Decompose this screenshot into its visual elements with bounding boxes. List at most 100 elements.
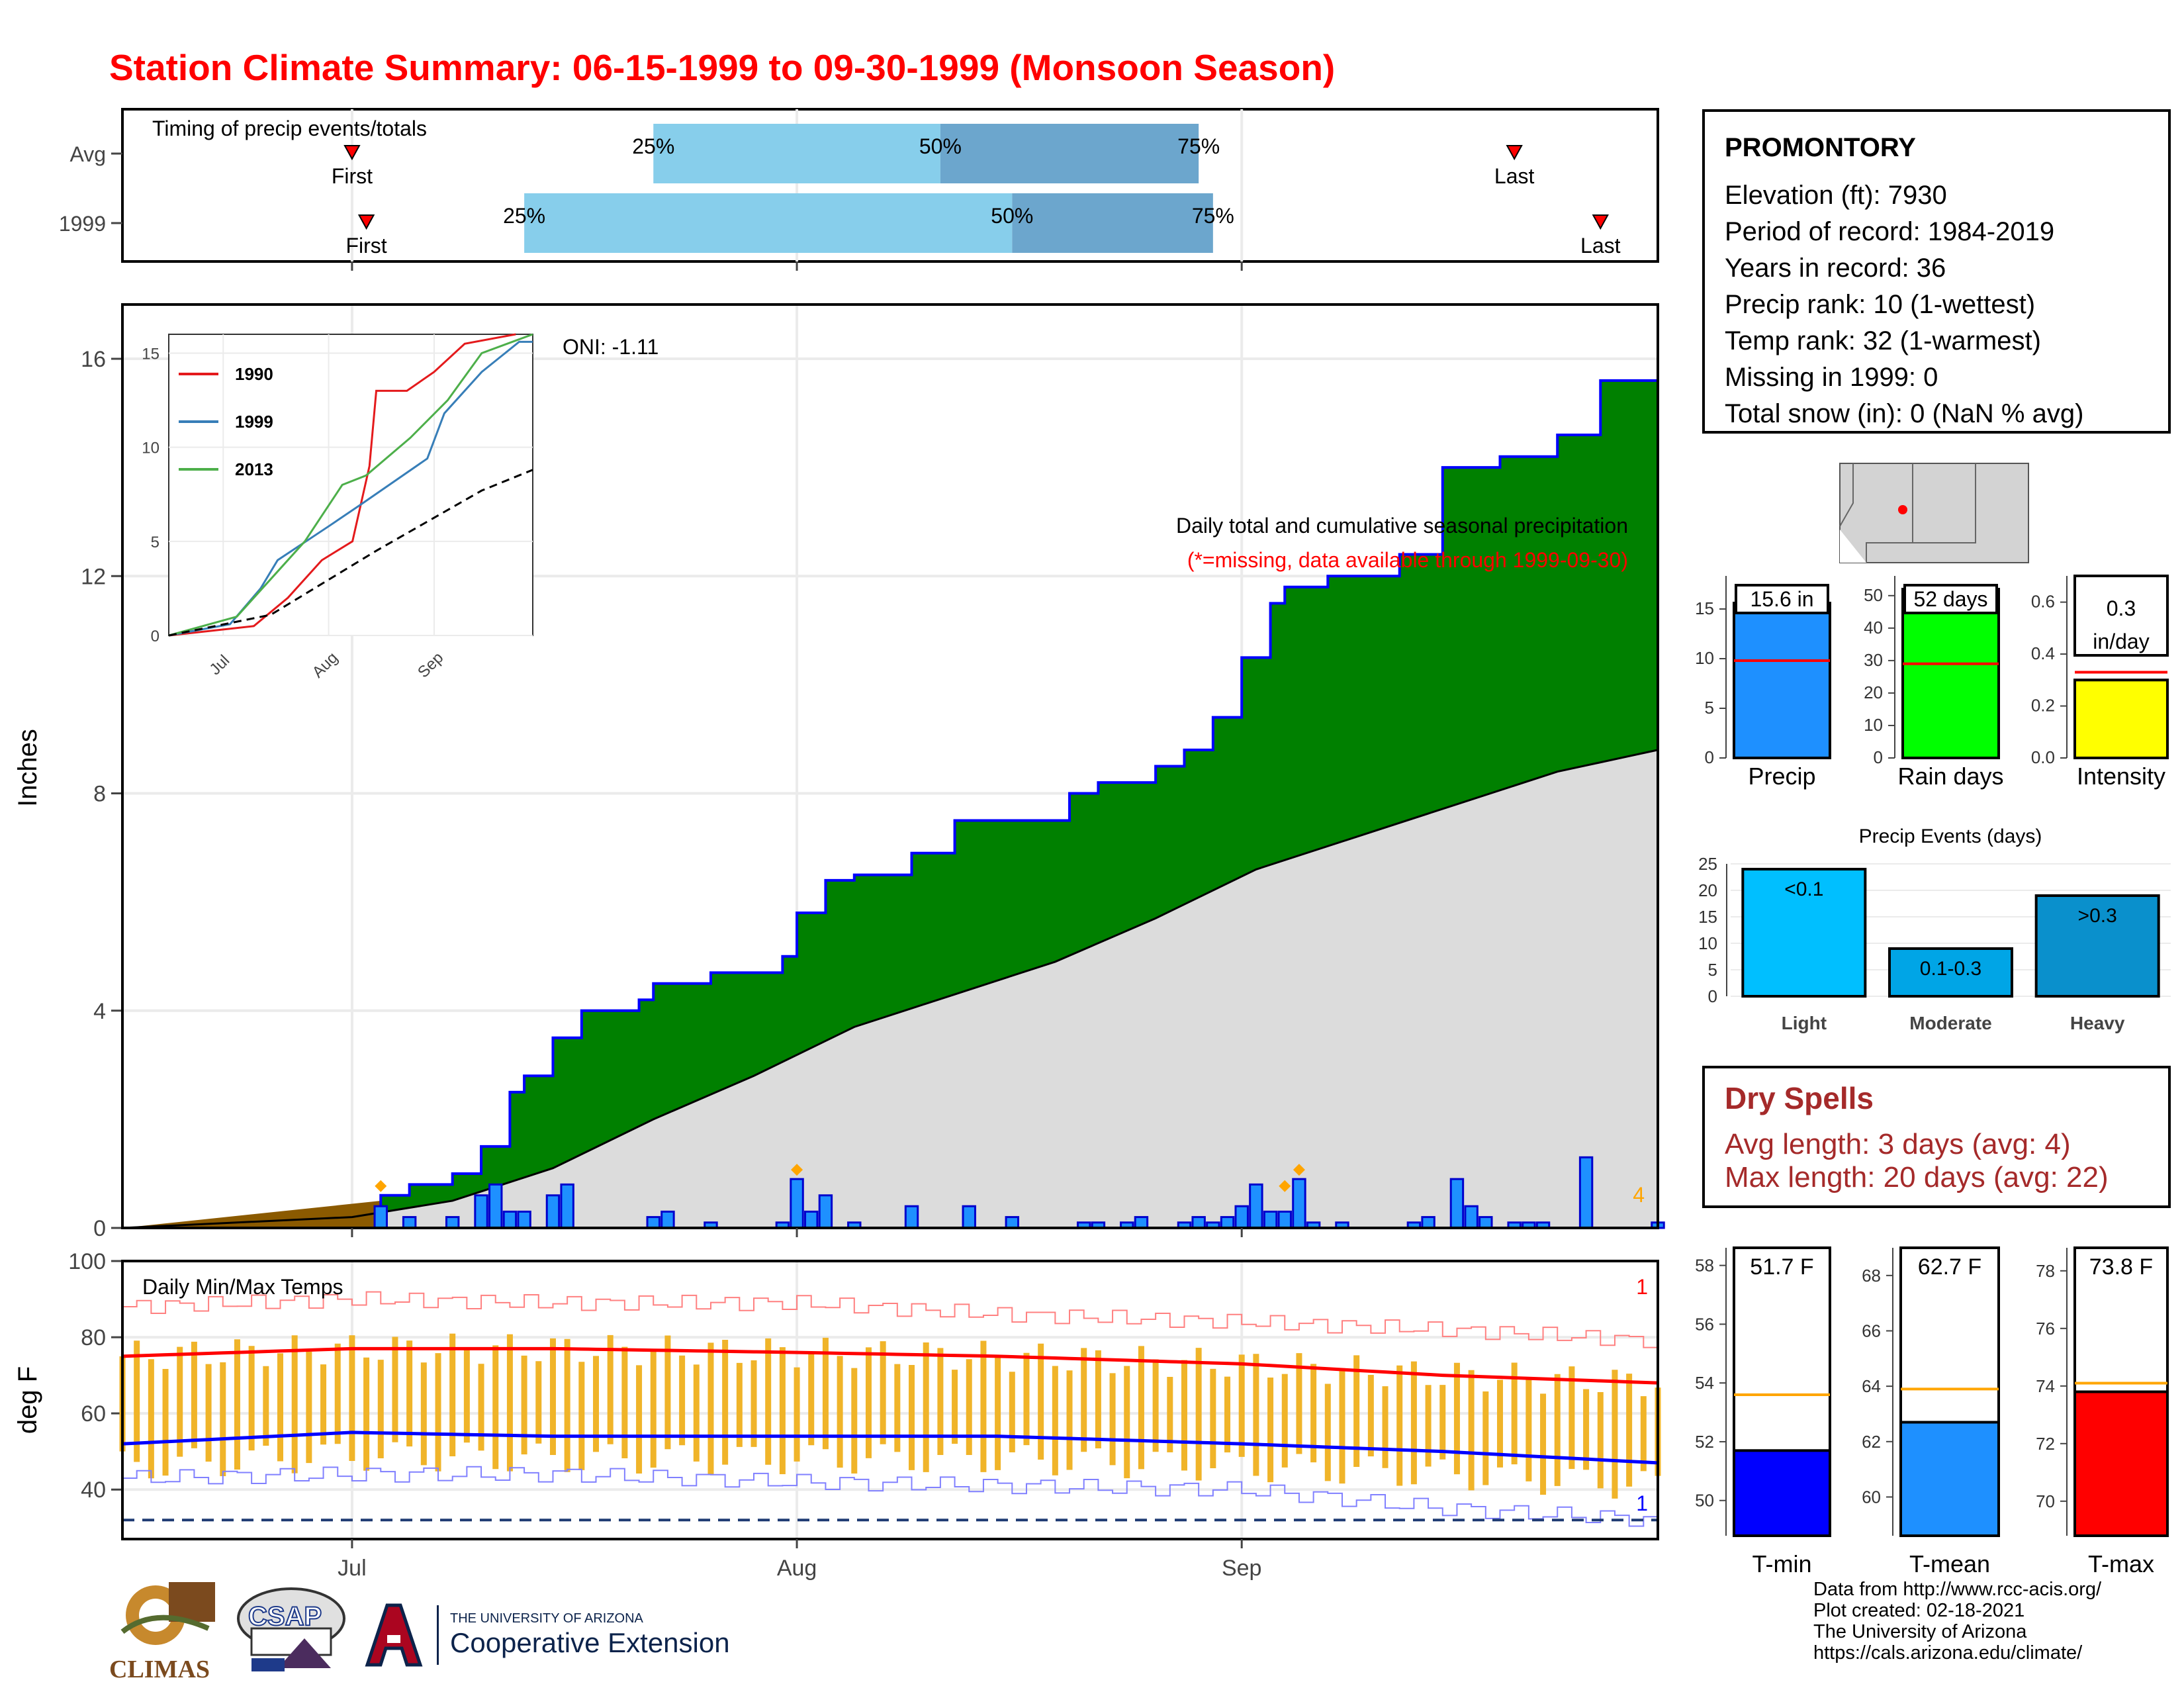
- oni-label: ONI: -1.11: [563, 335, 659, 359]
- temp-summary-value-bar: [1733, 1449, 1831, 1537]
- temp-y-tick-label: 100: [68, 1249, 106, 1274]
- inset-series-line: [168, 333, 533, 637]
- precip-average-area: [122, 749, 1658, 1228]
- precip-preseason-area: [122, 1200, 381, 1228]
- timing-q50-label: 50%: [991, 204, 1033, 228]
- daily-precip-bar: [804, 1210, 819, 1229]
- ua-big-text: Cooperative Extension: [450, 1627, 730, 1658]
- precip-panel-frame: [121, 303, 1659, 1229]
- locator-map-border: [1913, 463, 1976, 543]
- inset-legend-label: 1999: [235, 412, 273, 432]
- footer-url: https://cals.arizona.edu/climate/: [1813, 1642, 2083, 1664]
- footer-plot-created: Plot created: 02-18-2021: [1813, 1600, 2025, 1621]
- summary-y-tick-label: 10: [1864, 715, 1883, 735]
- summary-value-bar: [2073, 679, 2169, 760]
- timing-last-marker: [1592, 214, 1609, 230]
- events-bar-label: 0.1-0.3: [1920, 958, 1981, 980]
- temp-average-min-line: [122, 1430, 1659, 1465]
- temp-summary-y-tick-label: 70: [2036, 1491, 2055, 1511]
- temp-record-count-low: 1: [1636, 1491, 1648, 1515]
- temp-record-low-line: [122, 1466, 1659, 1527]
- summary-label-box: [1903, 584, 1998, 614]
- temp-x-tick-label: Jul: [338, 1556, 366, 1581]
- daily-precip-bar: [818, 1194, 833, 1229]
- ua-small-text: THE UNIVERSITY OF ARIZONA: [450, 1611, 643, 1626]
- timing-row-label: 1999: [59, 212, 106, 236]
- ua-a-icon: [365, 1603, 423, 1667]
- dry-spells-max: Max length: 20 days (avg: 22): [1725, 1161, 2109, 1194]
- daily-precip-bar: [560, 1183, 574, 1229]
- temp-summary-y-tick-label: 64: [1862, 1376, 1881, 1396]
- daily-precip-bar: [1464, 1205, 1479, 1229]
- summary-label-box: [1735, 584, 1829, 614]
- daily-precip-bar: [1421, 1216, 1435, 1229]
- temp-summary-y-tick-label: 60: [1862, 1487, 1881, 1507]
- timing-last-label: Last: [1494, 164, 1535, 188]
- temp-record-count-high: 1: [1636, 1275, 1648, 1299]
- daily-precip-bar: [1234, 1205, 1249, 1229]
- inset-frame: [168, 334, 533, 636]
- daily-precip-bar: [1005, 1216, 1020, 1229]
- daily-precip-bar: [1249, 1183, 1263, 1229]
- temp-summary-value-label: 51.7 F: [1750, 1254, 1813, 1280]
- summary-y-tick-label: 0.0: [2031, 747, 2055, 767]
- inset-y-tick-label: 5: [151, 534, 159, 551]
- summary-y-tick-label: 0: [1705, 747, 1714, 767]
- daily-precip-bar: [1220, 1216, 1235, 1229]
- timing-row-label: Avg: [69, 142, 106, 166]
- summary-value-unit: in/day: [2093, 630, 2149, 653]
- csap-cloud-icon: [237, 1587, 345, 1671]
- station-period: Period of record: 1984-2019: [1725, 217, 2055, 246]
- events-bar-label: >0.3: [2078, 905, 2117, 927]
- precip-marker-diamond: [1279, 1180, 1291, 1192]
- daily-precip-bar: [1449, 1178, 1465, 1229]
- precip-y-tick-label: 4: [93, 999, 106, 1024]
- summary-y-tick-label: 0.2: [2031, 696, 2055, 716]
- station-name: PROMONTORY: [1725, 133, 1916, 162]
- temp-summary-y-tick-label: 56: [1695, 1314, 1714, 1334]
- temp-summary-y-tick-label: 58: [1695, 1256, 1714, 1276]
- temp-record-high-line: [122, 1291, 1659, 1348]
- daily-precip-bar: [1578, 1156, 1594, 1229]
- events-y-tick-label: 25: [1698, 854, 1717, 874]
- precip-average-line: [122, 749, 1659, 1229]
- timing-last-label: Last: [1580, 234, 1621, 258]
- station-precip-rank: Precip rank: 10 (1-wettest): [1725, 290, 2036, 319]
- climas-emblem-icon: [120, 1582, 215, 1645]
- locator-map-sea: [1840, 530, 1866, 563]
- timing-q50-75-bar: [940, 124, 1199, 183]
- events-y-tick-label: 0: [1708, 986, 1717, 1006]
- summary-label-box: [2073, 575, 2169, 657]
- events-y-tick-label: 5: [1708, 960, 1717, 980]
- timing-q50-label: 50%: [919, 134, 962, 158]
- summary-y-tick-label: 20: [1864, 682, 1883, 702]
- daily-precip-bar: [545, 1194, 561, 1229]
- precip-count-label: 4: [1633, 1183, 1645, 1207]
- temp-summary-y-tick-label: 50: [1695, 1491, 1714, 1511]
- events-y-tick-label: 20: [1698, 880, 1717, 900]
- events-category-label: Heavy: [2070, 1013, 2125, 1033]
- precip-title: Daily total and cumulative seasonal prec…: [1176, 514, 1628, 538]
- footer-data-source: Data from http://www.rcc-acis.org/: [1813, 1579, 2102, 1600]
- events-y-tick-label: 15: [1698, 907, 1717, 927]
- locator-map-border: [1866, 463, 1913, 563]
- temp-summary-y-tick-label: 66: [1862, 1321, 1881, 1340]
- precip-y-tick-label: 0: [93, 1216, 106, 1241]
- summary-y-tick-label: 0.4: [2031, 643, 2055, 663]
- events-bar: [1741, 868, 1867, 998]
- timing-q25-label: 25%: [632, 134, 674, 158]
- temp-y-axis-label: deg F: [13, 1366, 42, 1434]
- temp-summary-category-label: T-min: [1752, 1550, 1812, 1577]
- temp-panel-frame: [121, 1260, 1659, 1540]
- precip-marker-diamond: [1293, 1164, 1305, 1176]
- temp-summary-y-tick-label: 54: [1695, 1373, 1714, 1393]
- inset-legend-label: 2013: [235, 459, 273, 479]
- daily-precip-bar: [1292, 1178, 1306, 1229]
- csap-logo-text: CSAP: [248, 1601, 322, 1632]
- daily-precip-bar: [1191, 1216, 1206, 1229]
- summary-y-tick-label: 40: [1864, 618, 1883, 637]
- events-title: Precip Events (days): [1859, 825, 2042, 847]
- events-y-tick-label: 10: [1698, 933, 1717, 953]
- station-info-panel: PROMONTORY Elevation (ft): 7930 Period o…: [1702, 109, 2171, 434]
- daily-precip-bar: [502, 1210, 518, 1229]
